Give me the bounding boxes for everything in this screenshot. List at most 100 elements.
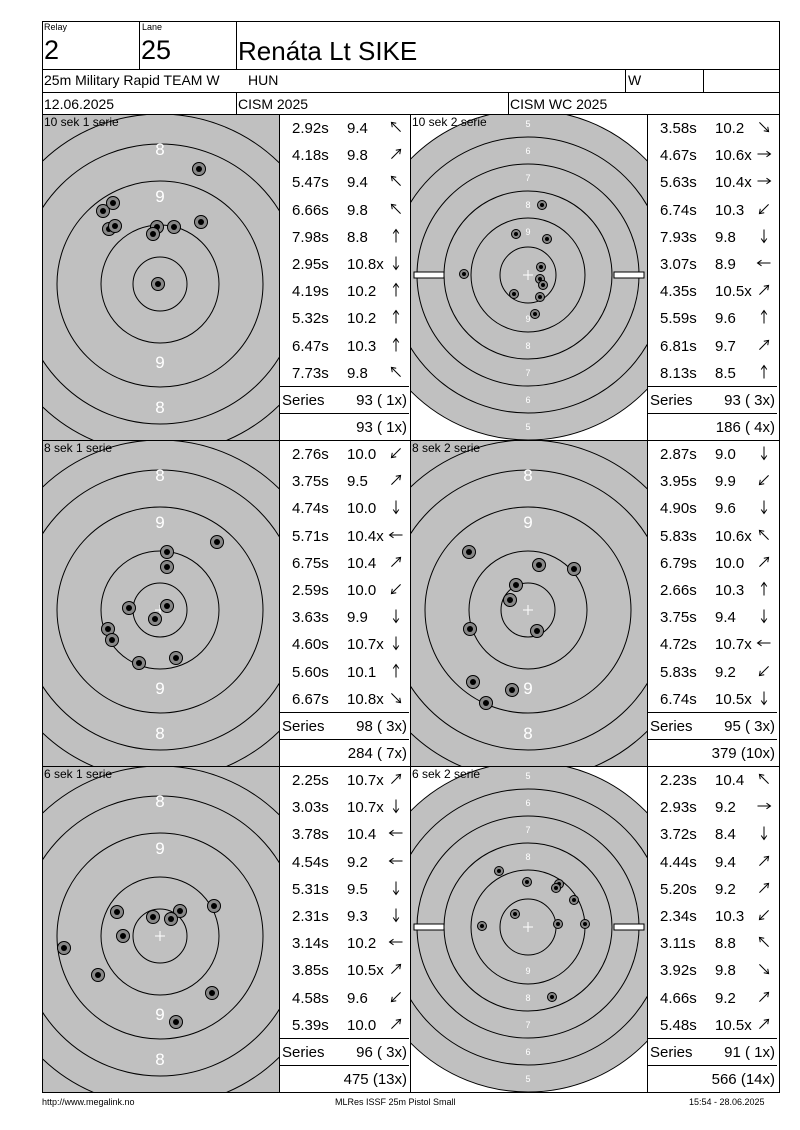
- shot-hole: [580, 919, 590, 929]
- footer-url[interactable]: http://www.megalink.no: [42, 1097, 135, 1107]
- direction-arrow-icon: [756, 771, 772, 787]
- shot-time: 5.83s: [660, 663, 697, 681]
- ring-label: 9: [525, 227, 530, 237]
- direction-arrow-icon: [388, 119, 404, 135]
- shot-row: 5.63s 10.4x: [648, 169, 777, 196]
- shot-hole: [567, 562, 581, 576]
- shot-row: 4.19s 10.2: [280, 278, 409, 305]
- shot-hole: [57, 941, 71, 955]
- direction-arrow-icon: [756, 173, 772, 189]
- shot-hole: [459, 269, 469, 279]
- shot-score: 9.2: [715, 989, 736, 1007]
- shot-row: 7.93s 9.8: [648, 224, 777, 251]
- shot-score: 9.9: [347, 609, 368, 627]
- shot-hole: [530, 309, 540, 319]
- shot-score: 9.8: [715, 228, 736, 246]
- shot-score: 9.4: [347, 120, 368, 137]
- shot-score: 10.5x: [715, 690, 752, 708]
- direction-arrow-icon: [756, 364, 772, 380]
- shot-hole: [148, 612, 162, 626]
- direction-arrow-icon: [388, 608, 404, 624]
- shot-row: 4.74s 10.0: [280, 495, 409, 522]
- shot-hole: [116, 929, 130, 943]
- shot-hole: [509, 578, 523, 592]
- direction-arrow-icon: [388, 364, 404, 380]
- shot-row: 4.90s 9.6: [648, 495, 777, 522]
- shot-score: 8.4: [715, 826, 736, 844]
- series-total: 98 ( 3x): [356, 718, 407, 735]
- running-total: 93 ( 1x): [356, 419, 407, 436]
- shot-score: 10.5x: [347, 962, 384, 980]
- shot-time: 4.66s: [660, 989, 697, 1007]
- ring-label: 9: [155, 1005, 164, 1024]
- shot-time: 4.35s: [660, 283, 697, 301]
- shot-score: 9.2: [715, 880, 736, 898]
- shot-score: 9.8: [715, 962, 736, 980]
- shot-score: 9.0: [715, 446, 736, 463]
- divider: [625, 69, 626, 92]
- shot-hole: [194, 215, 208, 229]
- shot-time: 3.11s: [660, 935, 696, 953]
- direction-arrow-icon: [388, 880, 404, 896]
- gender-code: W: [628, 72, 642, 88]
- direction-arrow-icon: [388, 554, 404, 570]
- shot-score: 9.8: [347, 147, 368, 165]
- shot-time: 3.58s: [660, 120, 697, 137]
- direction-arrow-icon: [756, 146, 772, 162]
- shot-hole: [503, 593, 517, 607]
- direction-arrow-icon: [388, 663, 404, 679]
- shot-time: 4.90s: [660, 500, 697, 518]
- divider: [139, 21, 140, 69]
- shot-row: 5.39s 10.0: [280, 1012, 409, 1039]
- running-total-row: 475 (13x): [280, 1065, 409, 1092]
- shot-row: 2.31s 9.3: [280, 903, 409, 930]
- ring-label: 5: [525, 1074, 530, 1084]
- ring-label: 6: [525, 798, 530, 808]
- direction-arrow-icon: [388, 173, 404, 189]
- shot-time: 5.71s: [292, 527, 329, 545]
- direction-arrow-icon: [756, 635, 772, 651]
- shot-row: 5.59s 9.6: [648, 305, 777, 332]
- shot-row: 2.87s 9.0: [648, 441, 777, 468]
- series-total-row: Series 91 ( 1x): [648, 1038, 777, 1065]
- series-panel: 8 sek 2 serie 8 9 9 8: [357, 439, 699, 781]
- shot-hole: [509, 289, 519, 299]
- shot-row: 3.14s 10.2: [280, 930, 409, 957]
- series-title: 8 sek 1 serie: [44, 441, 113, 455]
- shot-row: 6.66s 9.8: [280, 197, 409, 224]
- shot-time: 6.75s: [292, 554, 329, 572]
- shot-hole: [110, 905, 124, 919]
- direction-arrow-icon: [388, 853, 404, 869]
- divider: [42, 440, 780, 441]
- shot-time: 3.63s: [292, 609, 329, 627]
- shot-list: 3.58s 10.2 4.67s 10.6x 5.63s 10.4x 6.74s…: [648, 115, 779, 440]
- shot-score: 10.2: [347, 283, 377, 301]
- shot-row: 6.81s 9.7: [648, 333, 777, 360]
- ring-label: 8: [155, 140, 164, 159]
- shot-time: 5.20s: [660, 880, 697, 898]
- direction-arrow-icon: [756, 255, 772, 271]
- ring-label: 7: [525, 368, 530, 378]
- shot-time: 3.75s: [660, 609, 697, 627]
- direction-arrow-icon: [756, 282, 772, 298]
- shot-time: 6.66s: [292, 201, 329, 219]
- direction-arrow-icon: [756, 119, 772, 135]
- shot-score: 10.4x: [715, 174, 752, 192]
- shot-time: 5.63s: [660, 174, 697, 192]
- shot-hole: [96, 204, 110, 218]
- shot-hole: [494, 866, 504, 876]
- rapid-fire-target: 5 5 6 6 7 7 8 8 9 9: [362, 109, 694, 441]
- shot-hole: [160, 545, 174, 559]
- shot-hole: [207, 899, 221, 913]
- shot-row: 3.92s 9.8: [648, 957, 777, 984]
- direction-arrow-icon: [388, 907, 404, 923]
- shot-hole: [538, 280, 548, 290]
- shot-score: 9.8: [347, 364, 368, 382]
- shot-score: 9.4: [347, 174, 368, 192]
- shot-row: 3.03s 10.7x: [280, 794, 409, 821]
- running-total-row: 284 ( 7x): [280, 739, 409, 766]
- ring-label: 6: [525, 146, 530, 156]
- shot-hole: [169, 651, 183, 665]
- precision-target: 8 9 9 8: [0, 765, 331, 1107]
- shot-time: 2.87s: [660, 446, 697, 463]
